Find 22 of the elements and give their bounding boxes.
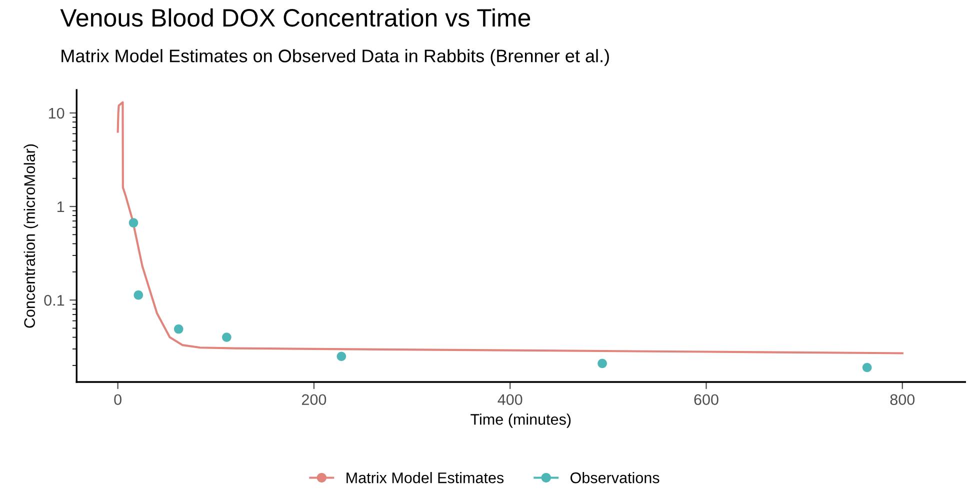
y-axis-title: Concentration (microMolar) xyxy=(24,144,38,328)
y-tick-label: 1 xyxy=(57,202,64,212)
x-tick-label: 600 xyxy=(694,394,718,406)
x-axis-title: Time (minutes) xyxy=(470,414,571,428)
chart-subtitle: Matrix Model Estimates on Observed Data in Rabbits (Brenner et al.) xyxy=(62,49,609,66)
x-tick-label: 400 xyxy=(498,394,522,406)
point xyxy=(222,332,232,342)
x-tick-label: 800 xyxy=(890,394,915,406)
chart-title: Venous Blood DOX Concentration vs Time xyxy=(60,8,530,27)
point xyxy=(134,290,144,300)
legend-label: Observations xyxy=(570,472,660,484)
point xyxy=(128,218,138,228)
y-tick-label: 0.1 xyxy=(44,294,64,306)
line-series xyxy=(116,101,904,354)
x-tick-label: 200 xyxy=(302,394,326,406)
x-tick-label: 0 xyxy=(114,394,122,406)
point xyxy=(336,352,346,362)
point xyxy=(598,358,607,368)
y-tick-label: 10 xyxy=(49,108,64,119)
point xyxy=(862,362,872,372)
point xyxy=(174,324,184,334)
legend-label: Matrix Model Estimates xyxy=(346,472,504,484)
